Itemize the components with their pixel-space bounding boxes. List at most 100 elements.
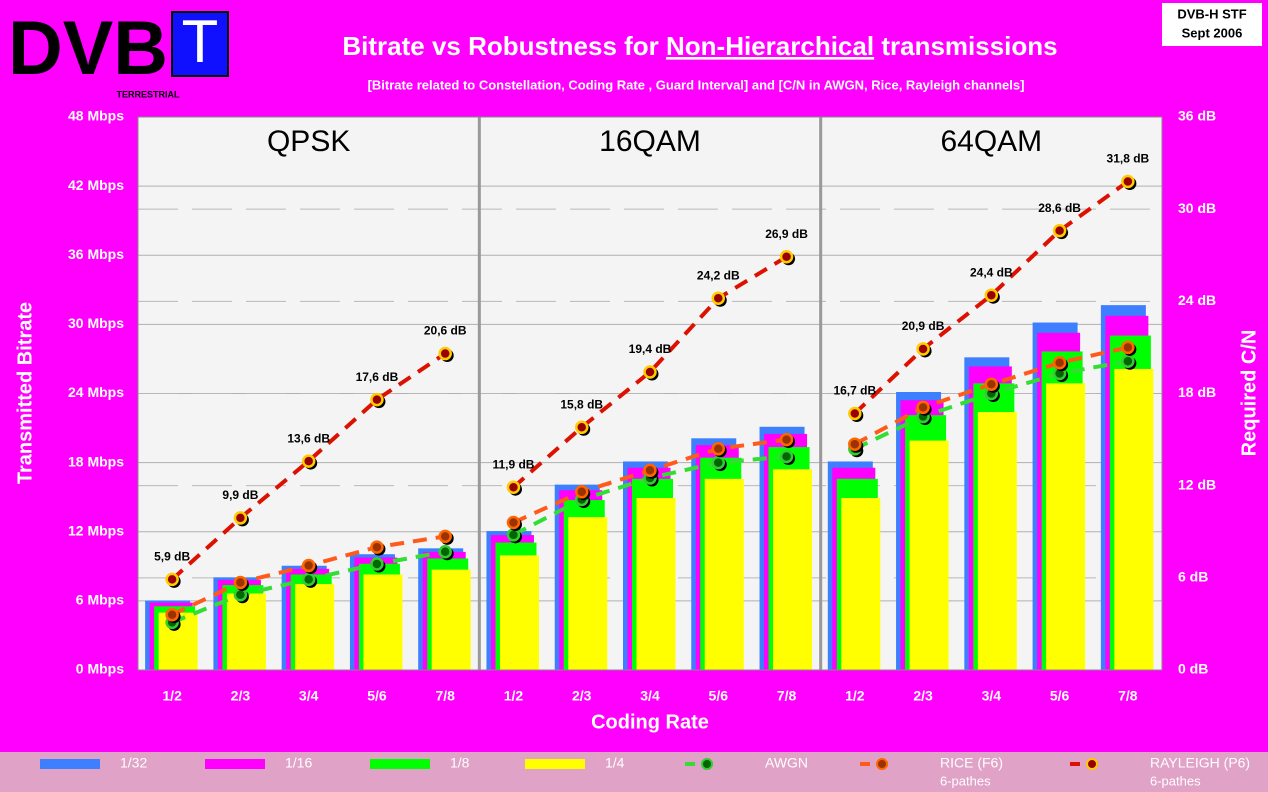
bar [363, 574, 403, 670]
bar [499, 555, 539, 670]
chart-subtitle: [Bitrate related to Constellation, Codin… [368, 77, 1025, 92]
badge-line: DVB-H STF [1177, 6, 1246, 21]
legend-label: 1/4 [605, 755, 625, 771]
series-line [853, 179, 1130, 415]
badge-box [1162, 3, 1262, 46]
legend-swatch [205, 759, 265, 769]
y2-tick-label: 0 dB [1178, 661, 1208, 677]
plot-frame [137, 116, 1163, 671]
legend-label: RAYLEIGH (P6) [1150, 755, 1250, 771]
marker [165, 572, 179, 587]
bar [977, 412, 1017, 670]
marker [506, 528, 521, 542]
bar [773, 469, 813, 670]
marker [848, 406, 862, 421]
marker [438, 544, 452, 559]
marker [779, 449, 794, 464]
group-label: 64QAM [940, 125, 1042, 158]
data-label: 9,9 dB [222, 488, 258, 502]
marker [506, 480, 521, 494]
marker [574, 485, 589, 499]
marker [1052, 356, 1067, 370]
marker [984, 288, 999, 302]
title-emphasis: Non-Hierarchical [666, 31, 874, 61]
marker [506, 515, 521, 530]
x-tick-label: 5/6 [709, 688, 729, 704]
marker [370, 557, 384, 571]
marker [301, 558, 316, 573]
legend-marker [701, 758, 713, 770]
chart-title: Bitrate vs Robustness for Non-Hierarchic… [342, 31, 1057, 61]
data-label: 20,6 dB [424, 324, 467, 338]
marker [233, 587, 248, 602]
y-tick-label: 24 Mbps [68, 384, 124, 400]
y-axis-title: Transmitted Bitrate [14, 302, 36, 484]
x-tick-label: 2/3 [572, 688, 592, 704]
y2-axis-title: Required C/N [1238, 330, 1260, 457]
marker [301, 454, 316, 468]
x-tick-label: 1/2 [504, 688, 524, 704]
x-tick-label: 7/8 [1118, 688, 1138, 704]
data-label: 24,4 dB [970, 265, 1013, 279]
marker [916, 342, 930, 356]
marker [643, 365, 657, 379]
marker [916, 400, 930, 415]
x-tick-label: 1/2 [162, 688, 182, 704]
y2-tick-label: 18 dB [1178, 384, 1216, 400]
legend-swatch [525, 759, 585, 769]
data-label: 24,2 dB [697, 268, 740, 282]
badge-line: Sept 2006 [1182, 25, 1243, 40]
marker [643, 463, 657, 478]
marker [779, 250, 794, 264]
y-tick-label: 48 Mbps [68, 108, 124, 124]
legend-marker [1086, 758, 1098, 770]
data-label: 15,8 dB [560, 397, 603, 411]
bar [1114, 368, 1154, 670]
legend-swatch [370, 759, 430, 769]
x-tick-label: 3/4 [982, 688, 1002, 704]
marker [1052, 223, 1067, 238]
legend-label: RICE (F6) [940, 755, 1003, 771]
y2-tick-label: 12 dB [1178, 476, 1216, 492]
y2-tick-label: 6 dB [1178, 569, 1208, 585]
data-label: 13,6 dB [287, 431, 330, 445]
marker [1121, 174, 1135, 189]
legend-note: 6-pathes [940, 773, 991, 788]
bar [295, 584, 335, 670]
marker [1121, 340, 1135, 355]
marker [165, 607, 179, 622]
x-tick-label: 2/3 [913, 688, 933, 704]
logo-sub: TERRESTRIAL [117, 89, 181, 99]
y-tick-label: 0 Mbps [76, 661, 124, 677]
bar [841, 497, 881, 670]
x-tick-label: 1/2 [845, 688, 865, 704]
marker [233, 511, 248, 525]
data-label: 26,9 dB [765, 227, 808, 241]
data-label: 11,9 dB [492, 457, 534, 471]
y-tick-label: 30 Mbps [68, 315, 124, 331]
logo-box [171, 11, 229, 77]
marker [438, 346, 452, 361]
bar [431, 569, 471, 670]
legend-note: 6-pathes [1150, 773, 1201, 788]
y2-tick-label: 36 dB [1178, 108, 1216, 124]
data-label: 28,6 dB [1038, 201, 1081, 215]
bar [909, 440, 949, 670]
x-tick-label: 5/6 [367, 688, 387, 704]
data-label: 19,4 dB [629, 342, 672, 356]
data-label: 5,9 dB [154, 550, 190, 564]
title-part: Bitrate vs Robustness for [342, 31, 658, 61]
marker [233, 575, 248, 590]
title-part: transmissions [881, 31, 1057, 61]
y-tick-label: 18 Mbps [68, 453, 124, 469]
y-tick-label: 12 Mbps [68, 522, 124, 538]
x-tick-label: 3/4 [299, 688, 319, 704]
bar [568, 517, 608, 670]
x-tick-label: 7/8 [777, 688, 797, 704]
y2-tick-label: 24 dB [1178, 292, 1216, 308]
marker [711, 442, 726, 456]
series-line [512, 255, 788, 489]
legend-marker [876, 758, 888, 770]
